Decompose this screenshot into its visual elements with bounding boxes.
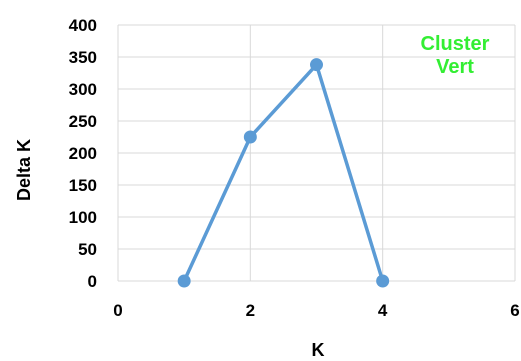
y-tick-label: 50 (78, 240, 97, 259)
y-tick-labels: 0 50 100 150 200 250 300 350 400 (69, 16, 97, 291)
data-point (310, 58, 323, 72)
grid (117, 24, 516, 282)
data-point (376, 274, 390, 288)
x-tick-label: 0 (113, 301, 122, 320)
y-tick-label: 0 (88, 272, 97, 291)
annotation-line-2: Vert (436, 56, 474, 78)
series-line (182, 62, 385, 282)
x-axis-title: K (312, 340, 325, 360)
y-tick-label: 250 (69, 112, 97, 131)
y-tick-label: 300 (69, 80, 97, 99)
x-tick-label: 6 (510, 301, 519, 320)
y-axis-title: Delta K (14, 139, 34, 201)
data-point (243, 130, 257, 144)
y-tick-label: 150 (69, 176, 97, 195)
y-tick-label: 350 (69, 48, 97, 67)
x-tick-labels: 0 2 4 6 (113, 301, 519, 320)
data-point (177, 274, 191, 288)
x-tick-label: 2 (246, 301, 255, 320)
y-tick-label: 100 (69, 208, 97, 227)
y-tick-label: 200 (69, 144, 97, 163)
annotation-line-1: Cluster (421, 33, 490, 55)
x-tick-label: 4 (378, 301, 388, 320)
y-tick-label: 400 (69, 16, 97, 35)
series (177, 58, 390, 288)
